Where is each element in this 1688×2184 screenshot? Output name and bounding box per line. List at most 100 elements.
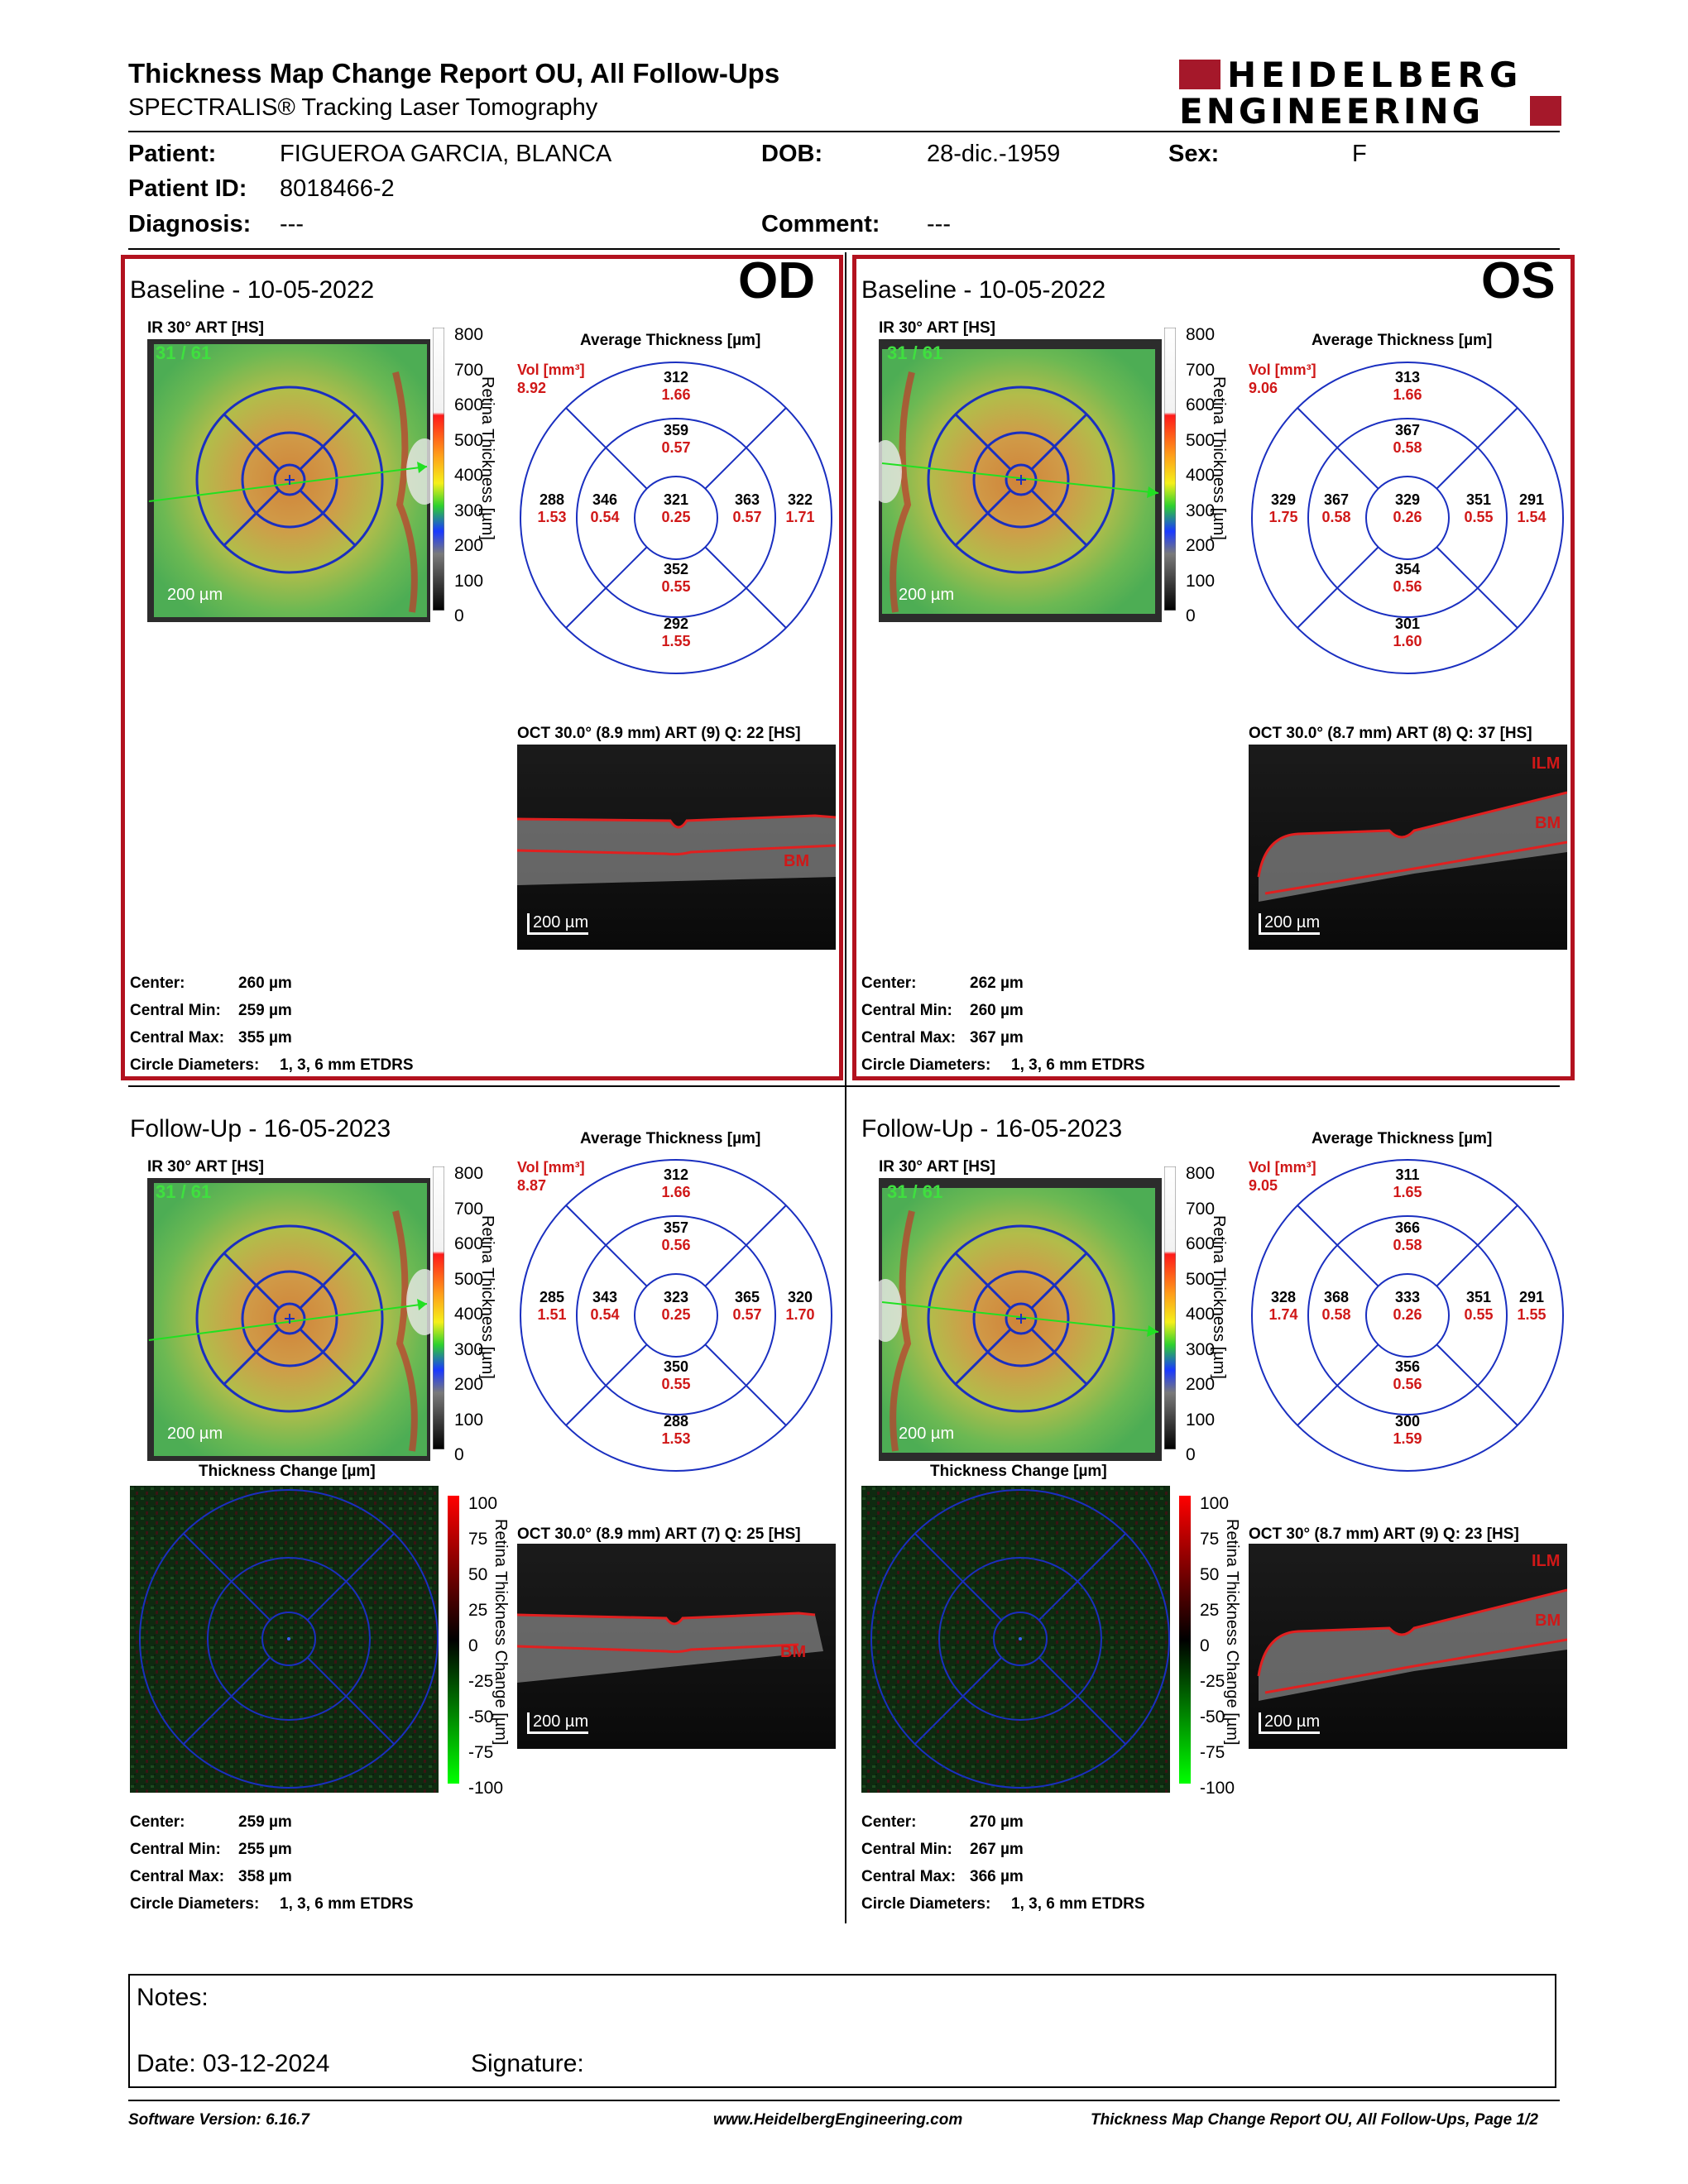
os-baseline-title: Baseline - 10-05-2022 — [861, 276, 1106, 304]
frame-counter: 31 / 61 — [887, 342, 943, 363]
od-baseline-highlight — [121, 255, 843, 1080]
oct-scale-label: 200 µm — [527, 1712, 589, 1734]
od-baseline-sector-values: 312 1.66 359 0.57 288 1.53 346 0.54 321 0.25 … — [537, 369, 815, 649]
od-followup-change-axis-label: Retina Thickness Change [µm] — [492, 1519, 510, 1746]
sex-label: Sex: — [1168, 141, 1220, 167]
os-followup-change-axis-label: Retina Thickness Change [µm] — [1223, 1519, 1241, 1746]
os-baseline-avg-thickness-title: Average Thickness [µm] — [1312, 332, 1493, 349]
scale-label: 200 µm — [167, 1425, 223, 1443]
os-followup-sector-values: 311 1.65 366 0.58 328 1.74 368 0.58 333 0.26 … — [1268, 1166, 1547, 1447]
logo-line2: ENGINEERING — [1179, 91, 1484, 132]
os-baseline-sector-values: 313 1.66 367 0.58 329 1.75 367 0.58 329 0.26 … — [1268, 369, 1547, 649]
od-eye-label: OD — [738, 252, 815, 309]
od-baseline-fundus-image: 31 / 61 200 µm — [147, 339, 443, 622]
od-followup-oct-label: OCT 30.0° (8.9 mm) ART (7) Q: 25 [HS] — [517, 1525, 801, 1543]
os-eye-label: OS — [1481, 252, 1556, 309]
os-followup-stats: Center: 270 µm Central Min: 267 µm Central… — [861, 1813, 1145, 1913]
dob-value: 28-dic.-1959 — [927, 141, 1061, 167]
oct-ilm-label: ILM — [1532, 1552, 1561, 1570]
signature-label: Signature: — [471, 2050, 584, 2077]
website-link[interactable]: www.HeidelbergEngineering.com — [713, 2111, 963, 2129]
od-baseline-thickness-colorbar — [433, 328, 444, 611]
oct-scale-label: 200 µm — [1259, 1712, 1321, 1734]
logo-line1: HEIDELBERG — [1227, 55, 1523, 95]
os-baseline-thickness-colorbar — [1164, 328, 1176, 611]
od-followup-thickness-ticks: 800 700 600 500 400 300 200 100 0 — [454, 1164, 484, 1464]
od-followup-change-ticks: 100 75 50 25 0 -25 -50 -75 -100 — [468, 1494, 504, 1798]
patient-name: FIGUEROA GARCIA, BLANCA — [280, 141, 612, 167]
page-footer: Thickness Map Change Report OU, All Foll… — [1091, 2111, 1538, 2129]
od-baseline-etdrs-grid — [520, 362, 832, 674]
oct-bm-label: BM — [780, 1643, 807, 1661]
od-baseline-thickness-ticks: 800 700 600 500 400 300 200 100 0 — [454, 325, 484, 625]
os-followup-retina-thickness-axis-label: Retina Thickness [µm] — [1210, 1215, 1228, 1379]
os-baseline-ir-label: IR 30° ART [HS] — [879, 319, 995, 337]
od-baseline-stats: Center: 260 µm Central Min: 259 µm Central… — [130, 975, 414, 1074]
od-baseline-title: Baseline - 10-05-2022 — [130, 276, 375, 304]
oct-bm-label: BM — [784, 852, 810, 870]
os-followup-avg-thickness-title: Average Thickness [µm] — [1312, 1130, 1493, 1147]
patient-id-label: Patient ID: — [128, 175, 247, 202]
od-baseline-oct-label: OCT 30.0° (8.9 mm) ART (9) Q: 22 [HS] — [517, 725, 801, 742]
scale-label: 200 µm — [167, 586, 223, 604]
od-followup-ir-label: IR 30° ART [HS] — [147, 1158, 264, 1176]
od-baseline-oct-scan: BM 200 µm — [516, 745, 837, 950]
sex-value: F — [1352, 141, 1367, 167]
os-followup-ir-label: IR 30° ART [HS] — [879, 1158, 995, 1176]
frame-counter: 31 / 61 — [156, 342, 212, 363]
os-baseline-highlight — [852, 255, 1575, 1080]
os-baseline-vol: Vol [mm³] 9.06 — [1249, 362, 1316, 396]
od-followup-thickness-change-title: Thickness Change [µm] — [199, 1463, 376, 1480]
comment-label: Comment: — [761, 211, 880, 237]
os-followup-etdrs-grid — [1251, 1159, 1564, 1472]
os-followup-thickness-change-map — [861, 1486, 1170, 1793]
od-baseline-vol: Vol [mm³] 8.92 — [517, 362, 585, 396]
os-baseline-retina-thickness-axis-label: Retina Thickness [µm] — [1210, 376, 1228, 540]
report-subtitle: SPECTRALIS® Tracking Laser Tomography — [128, 94, 598, 121]
software-version: Software Version: 6.16.7 — [128, 2111, 309, 2129]
od-followup-stats: Center: 259 µm Central Min: 255 µm Central… — [130, 1813, 414, 1913]
notes-box[interactable]: Notes: Date: 03-12-2024 Signature: — [128, 1974, 1556, 2088]
os-baseline-etdrs-grid — [1251, 362, 1564, 674]
os-followup-change-colorbar — [1179, 1496, 1191, 1784]
od-followup-avg-thickness-title: Average Thickness [µm] — [580, 1130, 761, 1147]
od-followup-change-colorbar — [448, 1496, 459, 1784]
oct-scale-label: 200 µm — [1259, 913, 1321, 935]
comment-value: --- — [927, 211, 951, 237]
patient-id-value: 8018466-2 — [280, 175, 395, 202]
od-baseline-avg-thickness-title: Average Thickness [µm] — [580, 332, 761, 349]
od-followup-fundus-image: 31 / 61 200 µm — [147, 1178, 443, 1461]
scale-label: 200 µm — [899, 1425, 955, 1443]
notes-label: Notes: — [137, 1984, 209, 2011]
os-followup-thickness-change-title: Thickness Change [µm] — [930, 1463, 1107, 1480]
os-followup-title: Follow-Up - 16-05-2023 — [861, 1115, 1123, 1142]
oct-bm-label: BM — [1535, 814, 1561, 832]
os-followup-thickness-ticks: 800 700 600 500 400 300 200 100 0 — [1186, 1164, 1216, 1464]
od-followup-sector-values: 312 1.66 357 0.56 285 1.51 343 0.54 323 0.25 … — [537, 1166, 815, 1447]
os-followup-change-ticks: 100 75 50 25 0 -25 -50 -75 -100 — [1200, 1494, 1235, 1798]
od-followup-thickness-change-map — [130, 1486, 439, 1793]
os-followup-oct-label: OCT 30° (8.7 mm) ART (9) Q: 23 [HS] — [1249, 1525, 1519, 1543]
frame-counter: 31 / 61 — [887, 1181, 943, 1202]
oct-scale-label: 200 µm — [527, 913, 589, 935]
diagnosis-value: --- — [280, 211, 304, 237]
od-followup-retina-thickness-axis-label: Retina Thickness [µm] — [478, 1215, 496, 1379]
os-followup-thickness-colorbar — [1164, 1166, 1176, 1449]
os-followup-oct-scan: ILM BM 200 µm — [1249, 1544, 1568, 1749]
report-title: Thickness Map Change Report OU, All Foll… — [128, 58, 780, 89]
od-followup-vol: Vol [mm³] 8.87 — [517, 1159, 585, 1194]
oct-bm-label: BM — [1535, 1612, 1561, 1630]
dob-label: DOB: — [761, 141, 823, 167]
od-baseline-retina-thickness-axis-label: Retina Thickness [µm] — [478, 376, 496, 540]
od-followup-thickness-colorbar — [433, 1166, 444, 1449]
date-label: Date: 03-12-2024 — [137, 2050, 330, 2077]
os-baseline-fundus-image: 31 / 61 200 µm — [869, 339, 1162, 622]
os-baseline-oct-scan: ILM BM 200 µm — [1249, 745, 1568, 950]
od-followup-title: Follow-Up - 16-05-2023 — [130, 1115, 391, 1142]
os-baseline-thickness-ticks: 800 700 600 500 400 300 200 100 0 — [1186, 325, 1216, 625]
diagnosis-label: Diagnosis: — [128, 211, 252, 237]
oct-ilm-label: ILM — [1532, 754, 1561, 773]
scale-label: 200 µm — [899, 586, 955, 604]
patient-label: Patient: — [128, 141, 217, 167]
os-followup-fundus-image: 31 / 61 200 µm — [869, 1178, 1162, 1461]
